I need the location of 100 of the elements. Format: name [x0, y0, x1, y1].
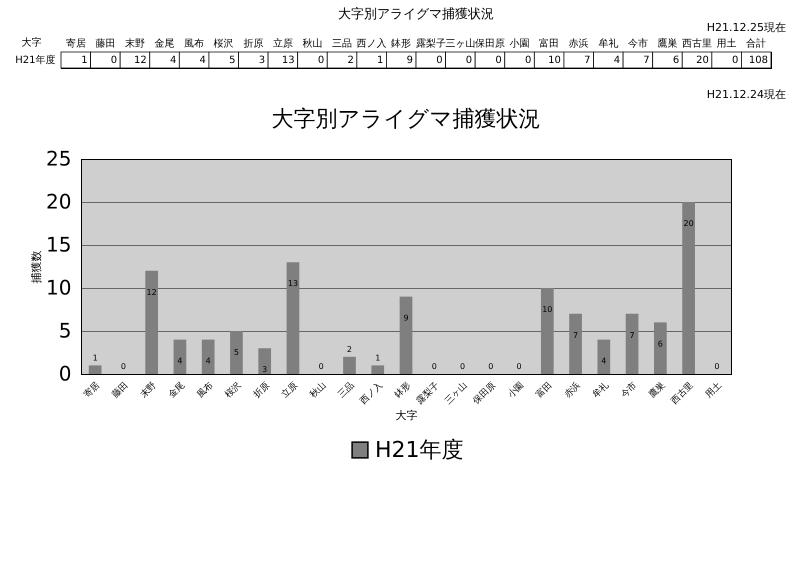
x-tick-label: 立原: [272, 38, 293, 50]
data-label: 10: [548, 55, 561, 66]
x-tick-label: 用土: [703, 380, 724, 400]
data-label: 0: [432, 362, 437, 371]
data-label: 4: [206, 356, 211, 366]
data-label: 0: [495, 55, 502, 66]
x-tick-label: 富田: [534, 380, 554, 400]
x-tick-label: 秋山: [308, 380, 328, 400]
x-tick-label: 三ヶ山: [442, 380, 470, 407]
x-tick-label: 藤田: [110, 380, 130, 400]
data-label: 0: [524, 55, 532, 66]
x-axis-title: 大字: [22, 36, 42, 48]
x-tick-label: 牟礼: [590, 380, 611, 400]
x-tick-label: 露梨子: [414, 380, 442, 407]
x-axis-title: 大字: [396, 408, 418, 422]
x-tick-label: 寄居: [66, 38, 86, 50]
x-tick-label: 今市: [628, 38, 648, 50]
x-tick-label: 今市: [618, 380, 640, 400]
annotation: H21.12.24現在: [706, 87, 786, 101]
x-tick-label: 西古里: [668, 380, 696, 407]
data-label: 0: [318, 362, 324, 371]
x-tick-label: 露梨子: [416, 38, 446, 50]
data-label: 9: [403, 314, 409, 323]
data-label: 7: [573, 330, 578, 340]
bar: [230, 331, 243, 374]
data-label: 13: [288, 279, 298, 288]
x-tick-label: 西ノ入: [356, 38, 387, 50]
bar: [540, 288, 554, 374]
x-tick-label: 金尾: [154, 38, 175, 50]
chart-title: 大字別アライグマ捕獲状況: [272, 107, 540, 132]
chart-title: 大字別アライグマ捕獲状況: [338, 6, 494, 22]
data-label: 4: [170, 55, 176, 66]
data-label: 3: [262, 365, 268, 374]
y-tick-label: 20: [46, 190, 72, 214]
data-label: 0: [110, 55, 118, 66]
x-tick-label: 西ノ入: [358, 380, 385, 407]
x-tick-label: 桜沢: [214, 38, 234, 50]
data-label: 1: [377, 55, 384, 66]
x-tick-label: 赤浜: [568, 38, 589, 50]
x-tick-label: 風布: [194, 380, 216, 400]
x-tick-label: 赤浜: [562, 380, 583, 400]
x-tick-label: 富田: [539, 38, 560, 50]
bar: [343, 356, 356, 374]
x-tick-label: 鉢形: [391, 38, 412, 50]
x-tick-label: 金尾: [166, 380, 187, 400]
bar: [174, 340, 186, 374]
data-label: 0: [460, 362, 466, 371]
bar: [258, 348, 272, 374]
y-tick-label: 5: [58, 318, 72, 342]
data-label: 12: [134, 55, 147, 66]
data-label: 20: [696, 55, 709, 66]
data-label: 3: [258, 55, 266, 66]
data-label: 108: [748, 55, 768, 66]
bar: [569, 314, 582, 374]
bar: [626, 314, 638, 374]
data-label: 2: [347, 55, 354, 66]
annotation: H21.12.25現在: [706, 20, 786, 34]
x-tick-label: 三品: [336, 380, 357, 400]
data-label: 5: [229, 55, 236, 66]
bar: [145, 270, 158, 374]
data-label: 0: [714, 362, 720, 371]
y-tick-label: 10: [46, 276, 72, 300]
data-label: 0: [466, 55, 472, 66]
x-tick-label: 西古里: [682, 38, 712, 50]
data-label: 13: [282, 55, 295, 66]
x-tick-label: 末野: [124, 38, 145, 50]
data-label: 4: [601, 356, 606, 366]
x-tick-label: 小園: [506, 380, 526, 400]
data-label: 9: [406, 55, 413, 66]
x-tick-label: 鷹巣: [646, 380, 668, 400]
x-tick-label: 折原: [251, 380, 272, 400]
legend-label: H21年度: [375, 438, 464, 463]
x-tick-label: 桜沢: [223, 380, 244, 400]
x-tick-label: 三ヶ山: [445, 38, 476, 50]
x-tick-label: 末野: [138, 380, 159, 400]
data-label: 7: [643, 55, 650, 66]
data-label: 0: [318, 55, 324, 66]
data-label: 0: [732, 55, 738, 66]
bar: [286, 262, 300, 374]
x-tick-label: 三品: [332, 38, 352, 50]
x-tick-label: 鉢形: [392, 380, 414, 400]
data-label: 4: [177, 356, 182, 366]
data-label: 0: [120, 362, 126, 371]
x-tick-label: 秋山: [302, 38, 322, 50]
bar: [400, 296, 412, 374]
y-tick-label: 25: [46, 146, 72, 170]
data-label: 6: [672, 55, 680, 66]
bar: [202, 340, 215, 374]
x-tick-label: 鷹巣: [657, 38, 678, 50]
x-tick-label: 合計: [746, 38, 766, 50]
data-label: 20: [684, 219, 694, 228]
data-label: 1: [375, 353, 380, 362]
y-tick-label: 0: [58, 362, 72, 386]
data-label: 4: [614, 55, 620, 66]
x-tick-label: 小園: [510, 38, 530, 50]
x-tick-label: 藤田: [95, 38, 116, 50]
y-tick-label: 15: [46, 232, 72, 256]
data-label: 7: [630, 330, 635, 340]
data-label: 1: [81, 55, 88, 66]
data-label: 12: [146, 288, 157, 297]
